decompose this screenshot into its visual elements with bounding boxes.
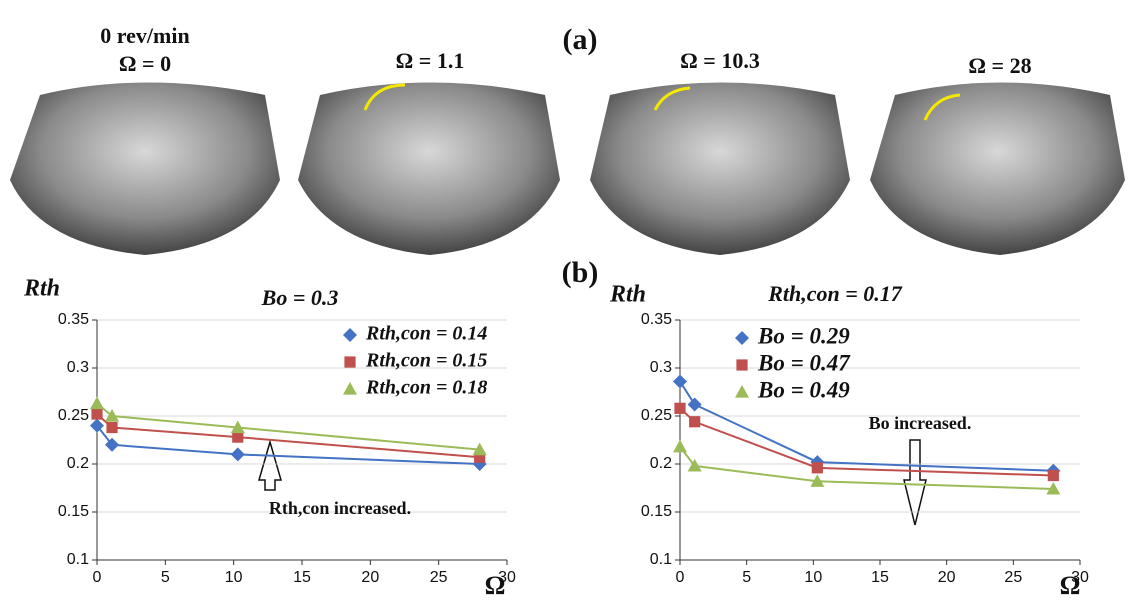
panel-label: (b) (562, 256, 599, 289)
y-tick-label: 0.2 (650, 455, 672, 472)
chart-title: Bo = 0.3 (261, 285, 339, 310)
y-tick-label: 0.1 (67, 551, 89, 568)
marker (91, 408, 102, 419)
legend-marker (735, 385, 749, 398)
marker (689, 416, 700, 427)
annotation: Bo increased. (869, 413, 972, 433)
series-line (680, 381, 1053, 470)
y-tick-label: 0.3 (650, 359, 672, 376)
photo-label: Ω = 28 (968, 53, 1031, 78)
legend-label: Bo = 0.47 (757, 350, 851, 375)
series-line (680, 408, 1053, 475)
legend-marker (735, 331, 749, 345)
photos (10, 83, 1125, 256)
x-tick-label: 25 (430, 569, 448, 586)
legend-marker (344, 356, 355, 367)
y-tick-label: 0.2 (67, 455, 89, 472)
legend-marker (343, 328, 357, 342)
figure: 0 rev/min Ω = 0 Ω = 1.1 Ω = 10.3 Ω = 28 … (0, 0, 1131, 601)
marker (231, 447, 245, 461)
y-tick-label: 0.35 (58, 311, 89, 328)
legend-marker (736, 359, 747, 370)
marker (232, 432, 243, 443)
marker (90, 397, 104, 410)
y-tick-label: 0.15 (58, 503, 89, 520)
photo (10, 83, 280, 256)
y-tick-label: 0.15 (641, 503, 672, 520)
x-tick-label: 20 (361, 569, 379, 586)
x-tick-label: 5 (742, 569, 751, 586)
annotation: Rth,con increased. (269, 498, 411, 518)
x-tick-label: 10 (225, 569, 243, 586)
x-axis-label: Ω (1060, 571, 1081, 600)
x-tick-label: 15 (871, 569, 889, 586)
legend-marker (343, 382, 357, 395)
x-tick-label: 20 (938, 569, 956, 586)
y-tick-label: 0.25 (58, 407, 89, 424)
x-tick-label: 0 (676, 569, 685, 586)
marker (688, 397, 702, 411)
marker (673, 440, 687, 453)
photo (298, 83, 560, 256)
x-tick-label: 10 (804, 569, 822, 586)
series-line (97, 404, 480, 450)
legend-label: Bo = 0.49 (757, 377, 850, 402)
marker (674, 403, 685, 414)
y-tick-label: 0.35 (641, 311, 672, 328)
y-axis-label: Rth (609, 282, 646, 308)
x-tick-label: 5 (161, 569, 170, 586)
marker (812, 462, 823, 473)
y-tick-label: 0.3 (67, 359, 89, 376)
y-tick-label: 0.25 (641, 407, 672, 424)
photo-label: Ω = 1.1 (396, 48, 465, 73)
photo-label: Ω = 10.3 (680, 48, 760, 73)
photo-label: 0 rev/min (100, 23, 189, 48)
marker (1048, 470, 1059, 481)
photo (870, 83, 1125, 256)
legend-label: Rth,con = 0.15 (365, 350, 487, 372)
y-tick-label: 0.1 (650, 551, 672, 568)
x-tick-label: 15 (293, 569, 311, 586)
x-axis-label: Ω (485, 571, 506, 600)
x-tick-label: 0 (93, 569, 102, 586)
marker (673, 374, 687, 388)
photo-label: Ω = 0 (119, 51, 171, 76)
photo (590, 83, 850, 256)
legend-label: Rth,con = 0.14 (365, 323, 487, 345)
legend-label: Bo = 0.29 (757, 323, 850, 348)
marker (106, 422, 117, 433)
chart-title: Rth,con = 0.17 (767, 281, 903, 306)
panel-label: (a) (563, 23, 598, 56)
legend-label: Rth,con = 0.18 (365, 377, 487, 399)
y-axis-label: Rth (23, 276, 60, 302)
x-tick-label: 25 (1004, 569, 1022, 586)
